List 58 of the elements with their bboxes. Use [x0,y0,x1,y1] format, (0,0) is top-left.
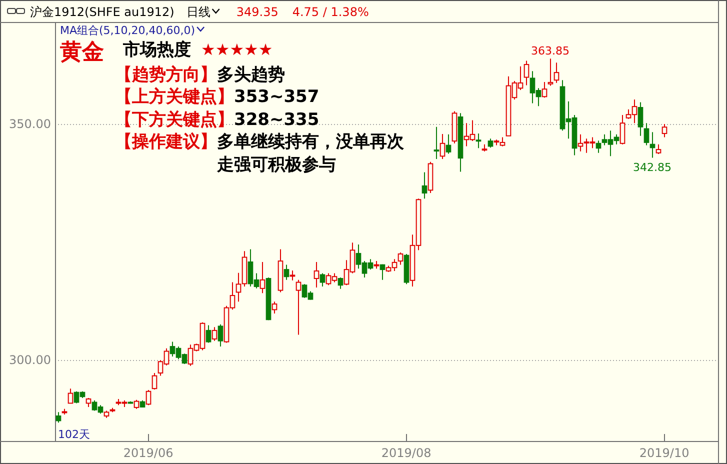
annotation: 多单继续持有，没单再次 [217,132,405,152]
annotation: 市场热度 [122,40,191,60]
candlestick [380,264,386,280]
candlestick [638,102,644,136]
candlestick [398,252,404,266]
annotation: 多头趋势 [217,65,285,85]
candlestick [296,279,302,336]
annotation: 走强可积极参与 [216,155,336,175]
candlestick [272,301,278,314]
candlestick [650,132,656,158]
annotation: 363.85 [531,44,570,58]
candlestick [656,144,662,155]
candlestick [434,126,440,160]
annotation: ★★★★★ [201,40,273,59]
candlestick [56,412,62,424]
candlestick [290,270,296,281]
candlestick [554,62,560,84]
candlestick [548,58,554,86]
candlestick [68,388,74,404]
y-tick-label: 300.00 [9,353,51,368]
candlestick [146,389,152,406]
x-tick-label: 2019/08 [381,446,432,460]
candlestick [218,324,224,348]
annotation: 【下方关键点】 [115,110,234,130]
candlestick [152,372,158,390]
candlestick [212,326,218,342]
candlestick [644,122,650,146]
annotation: 353~357 [234,87,320,107]
text: 349.35 [236,5,278,19]
x-tick-label: 2019/06 [123,446,174,460]
annotation: 【趋势方向】 [115,65,217,85]
candlestick [320,272,326,288]
candlestick [446,134,452,154]
annotation: 【操作建议】 [115,132,217,152]
candlestick [338,277,344,290]
candlestick [524,60,530,86]
text: 4.75 / 1.38% [292,5,369,19]
annotation: MA组合(5,10,20,40,60,0) [60,24,196,37]
text: 日线 [186,5,210,19]
candlestick [260,261,266,294]
candlestick [314,261,320,288]
candlestick [476,132,482,149]
annotation: 342.85 [633,160,672,174]
candlestick [206,324,212,344]
annotation: 102天 [58,428,90,441]
annotation: 328~335 [234,110,320,130]
chart-title: 沪金1912(SHFE au1912) [30,5,174,19]
candlestick [596,140,602,154]
candlestick [542,81,548,98]
annotation: 黄金 [59,40,104,65]
y-tick-label: 350.00 [9,117,51,132]
candlestick [284,264,290,280]
candlestick [440,133,446,160]
candlestick [422,172,428,200]
x-tick-label: 2019/10 [639,446,690,460]
annotation: 【上方关键点】 [115,87,234,107]
candlestick [662,124,668,138]
candlestick [620,114,626,145]
